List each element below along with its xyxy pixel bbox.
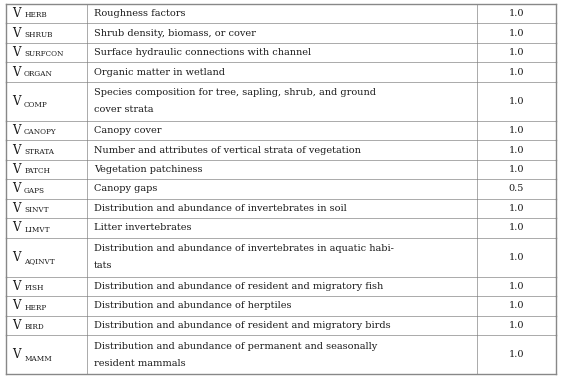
Text: V: V (12, 124, 21, 137)
Text: ORGAN: ORGAN (24, 70, 53, 78)
Text: LIMVT: LIMVT (24, 226, 49, 234)
Text: Shrub density, biomass, or cover: Shrub density, biomass, or cover (94, 28, 256, 37)
Text: Distribution and abundance of herptiles: Distribution and abundance of herptiles (94, 302, 291, 310)
Text: 1.0: 1.0 (509, 350, 524, 359)
Text: 1.0: 1.0 (509, 223, 524, 232)
Text: Distribution and abundance of resident and migratory birds: Distribution and abundance of resident a… (94, 321, 391, 330)
Text: V: V (12, 46, 21, 59)
Text: Canopy gaps: Canopy gaps (94, 184, 157, 194)
Text: 1.0: 1.0 (509, 321, 524, 330)
Text: Organic matter in wetland: Organic matter in wetland (94, 68, 225, 76)
Text: V: V (12, 299, 21, 313)
Text: 1.0: 1.0 (509, 165, 524, 174)
Text: SURFCON: SURFCON (24, 51, 64, 59)
Text: Litter invertebrates: Litter invertebrates (94, 223, 191, 232)
Text: HERP: HERP (24, 304, 46, 312)
Text: Number and attributes of vertical strata of vegetation: Number and attributes of vertical strata… (94, 146, 361, 155)
Text: cover strata: cover strata (94, 105, 153, 114)
Text: HERB: HERB (24, 11, 47, 20)
Text: V: V (12, 95, 21, 108)
Text: Distribution and abundance of invertebrates in soil: Distribution and abundance of invertebra… (94, 204, 347, 213)
Text: 1.0: 1.0 (509, 253, 524, 262)
Text: 1.0: 1.0 (509, 302, 524, 310)
Text: PATCH: PATCH (24, 167, 50, 175)
Text: V: V (12, 7, 21, 20)
Text: V: V (12, 202, 21, 215)
Text: SHRUB: SHRUB (24, 31, 53, 39)
Text: STRATA: STRATA (24, 148, 54, 156)
Text: V: V (12, 163, 21, 176)
Text: FISH: FISH (24, 284, 44, 293)
Text: resident mammals: resident mammals (94, 359, 185, 368)
Text: V: V (12, 222, 21, 234)
Text: Distribution and abundance of resident and migratory fish: Distribution and abundance of resident a… (94, 282, 383, 291)
Text: Species composition for tree, sapling, shrub, and ground: Species composition for tree, sapling, s… (94, 88, 376, 97)
Text: COMP: COMP (24, 101, 48, 109)
Text: AQINVT: AQINVT (24, 257, 55, 265)
Text: V: V (12, 26, 21, 40)
Text: 1.0: 1.0 (509, 146, 524, 155)
Text: 0.5: 0.5 (509, 184, 524, 194)
Text: Canopy cover: Canopy cover (94, 126, 161, 135)
Text: V: V (12, 348, 21, 361)
Text: Distribution and abundance of permanent and seasonally: Distribution and abundance of permanent … (94, 342, 377, 351)
Text: Surface hydraulic connections with channel: Surface hydraulic connections with chann… (94, 48, 311, 57)
Text: MAMM: MAMM (24, 355, 52, 363)
Text: V: V (12, 280, 21, 293)
Text: 1.0: 1.0 (509, 48, 524, 57)
Text: V: V (12, 65, 21, 79)
Text: V: V (12, 144, 21, 156)
Text: BIRD: BIRD (24, 324, 44, 332)
Text: V: V (12, 183, 21, 195)
Text: 1.0: 1.0 (509, 9, 524, 18)
Text: 1.0: 1.0 (509, 204, 524, 213)
Text: tats: tats (94, 261, 112, 270)
Text: Distribution and abundance of invertebrates in aquatic habi-: Distribution and abundance of invertebra… (94, 244, 393, 253)
Text: V: V (12, 319, 21, 332)
Text: CANOPY: CANOPY (24, 129, 57, 136)
Text: 1.0: 1.0 (509, 28, 524, 37)
Text: Vegetation patchiness: Vegetation patchiness (94, 165, 202, 174)
Text: GAPS: GAPS (24, 187, 45, 195)
Text: V: V (12, 251, 21, 264)
Text: 1.0: 1.0 (509, 97, 524, 106)
Text: 1.0: 1.0 (509, 126, 524, 135)
Text: 1.0: 1.0 (509, 282, 524, 291)
Text: Roughness factors: Roughness factors (94, 9, 185, 18)
Text: 1.0: 1.0 (509, 68, 524, 76)
Text: SINVT: SINVT (24, 206, 48, 214)
